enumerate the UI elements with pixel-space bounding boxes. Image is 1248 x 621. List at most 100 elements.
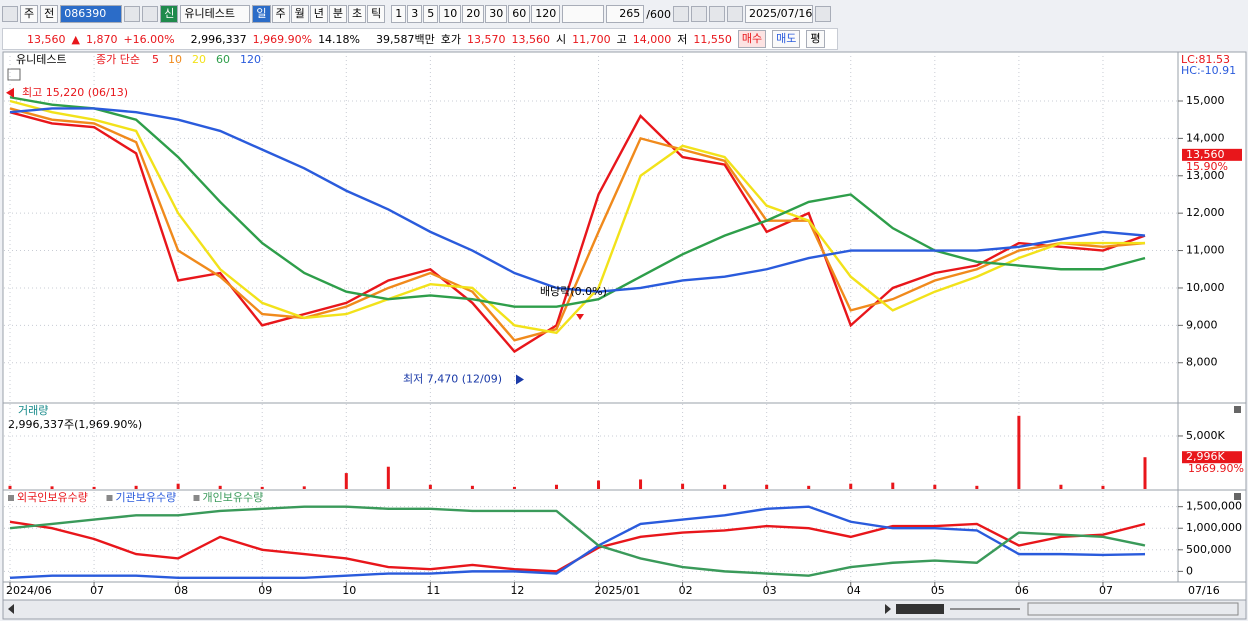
tool-icon[interactable] — [708, 6, 725, 22]
volume-bar — [218, 485, 222, 489]
interval-button[interactable]: 20 — [462, 5, 485, 23]
amount: 39,587백만 — [376, 33, 435, 46]
count-input[interactable]: 265 — [606, 5, 645, 23]
volume-bar — [681, 483, 685, 489]
volume: 2,996,337 — [190, 32, 247, 46]
interval-button[interactable]: 60 — [508, 5, 531, 23]
interval-button[interactable]: 10 — [439, 5, 462, 23]
badge: 신 — [160, 5, 179, 23]
series-line — [9, 99, 1145, 335]
avg-button[interactable]: 평 — [806, 30, 825, 48]
interval-button[interactable]: 120 — [531, 5, 561, 23]
volume-bar — [597, 480, 601, 489]
market-select[interactable]: 주 — [20, 5, 39, 23]
period-button[interactable]: 월 — [290, 5, 309, 23]
open: 11,700 — [572, 32, 611, 46]
x-tick-label: 06 — [1015, 584, 1029, 597]
buy-button[interactable]: 매수 — [737, 30, 767, 48]
volume-bar — [8, 485, 12, 489]
series-line — [9, 107, 1146, 293]
period-button[interactable]: 분 — [328, 5, 347, 23]
period-button[interactable]: 일 — [252, 5, 271, 23]
turnover: 14.18% — [318, 32, 361, 46]
tool-buttons[interactable] — [1027, 602, 1239, 616]
period-button[interactable]: 초 — [348, 5, 367, 23]
x-tick-label: 08 — [174, 584, 188, 597]
nav-buttons[interactable] — [896, 604, 944, 614]
y-tick-label: 500,000 — [1186, 543, 1232, 556]
interval-button[interactable]: 1 — [391, 5, 407, 23]
series-line — [9, 520, 1146, 573]
close-icon[interactable] — [1234, 406, 1241, 413]
legend-item: 기관보유수량 — [116, 491, 177, 504]
volume-pct: 1,969.90% — [252, 32, 313, 46]
period-button[interactable]: 틱 — [367, 5, 386, 23]
x-tick-label: 07 — [1099, 584, 1113, 597]
y-tick-label: 1,500,000 — [1186, 500, 1242, 513]
panel-title: 거래량 — [18, 404, 48, 417]
x-tick-label: 2025/01 — [595, 584, 641, 597]
menu-icon[interactable] — [2, 6, 18, 22]
y-tick-label: 15,000 — [1186, 94, 1225, 107]
volume-bar — [1017, 415, 1021, 489]
all-button[interactable]: 전 — [40, 5, 59, 23]
volume-bar — [975, 485, 979, 489]
y-tick-label: 13,000 — [1186, 169, 1225, 182]
period-button[interactable]: 년 — [309, 5, 328, 23]
low-arrow — [516, 374, 524, 385]
volume-bar — [1143, 457, 1147, 489]
volume-bar — [470, 485, 474, 489]
volume-bar — [92, 486, 96, 489]
scroll-right[interactable] — [885, 604, 891, 614]
volume-bar — [765, 484, 769, 489]
close-icon[interactable] — [1234, 493, 1241, 500]
arrow: ▲ — [71, 32, 80, 46]
interval-select[interactable] — [562, 5, 605, 23]
settings-icon[interactable] — [726, 6, 743, 22]
x-tick-label: 07 — [90, 584, 104, 597]
calendar-icon[interactable] — [814, 6, 831, 22]
scrollbar[interactable] — [2, 599, 1247, 620]
sell-button[interactable]: 매도 — [772, 30, 801, 48]
volume-bar — [176, 483, 180, 489]
date-input[interactable]: 2025/07/16 — [744, 5, 813, 23]
series-line — [9, 505, 1146, 577]
scroll-left[interactable] — [8, 604, 14, 614]
sound-icon[interactable] — [142, 6, 159, 22]
volume-bar — [344, 473, 348, 489]
legend-item: 60 — [216, 53, 230, 66]
interval-button[interactable]: 3 — [407, 5, 423, 23]
high-arrow — [6, 87, 14, 98]
legend-swatch — [106, 495, 113, 501]
tool-icon[interactable] — [690, 6, 707, 22]
price-marker-label: 13,560 — [1186, 148, 1225, 161]
series-line — [9, 96, 1146, 308]
legend-swatch — [193, 495, 200, 501]
y-tick-label: 14,000 — [1186, 131, 1225, 144]
x-tick-label: 03 — [763, 584, 777, 597]
cursor-date: 07/16 — [1188, 584, 1220, 597]
volume-bar — [134, 485, 138, 489]
volume-bar — [1059, 484, 1063, 489]
open-label: 시 — [556, 33, 567, 46]
series-line — [9, 111, 1146, 354]
volume-change-label: 1969.90% — [1188, 462, 1244, 475]
interval-button[interactable]: 30 — [485, 5, 508, 23]
quote-bar: 13,560 ▲ 1,870 +16.00% 2,996,337 1,969.9… — [2, 28, 838, 50]
tool-icon[interactable] — [672, 6, 689, 22]
search-icon[interactable] — [124, 6, 141, 22]
legend-item: 5 — [152, 53, 159, 66]
legend-label: 종가 단순 — [96, 53, 140, 66]
code-input[interactable]: 086390 — [60, 5, 123, 23]
ask-label: 호가 — [440, 33, 461, 46]
period-button[interactable]: 주 — [271, 5, 290, 23]
series-line — [9, 505, 1146, 580]
table-icon[interactable] — [7, 68, 21, 81]
legend-swatch — [8, 495, 14, 501]
interval-button[interactable]: 5 — [423, 5, 439, 23]
bid: 13,560 — [511, 32, 551, 46]
price-change-label: 15.90% — [1186, 160, 1228, 173]
stock-name: 유니테스트 — [180, 5, 251, 23]
